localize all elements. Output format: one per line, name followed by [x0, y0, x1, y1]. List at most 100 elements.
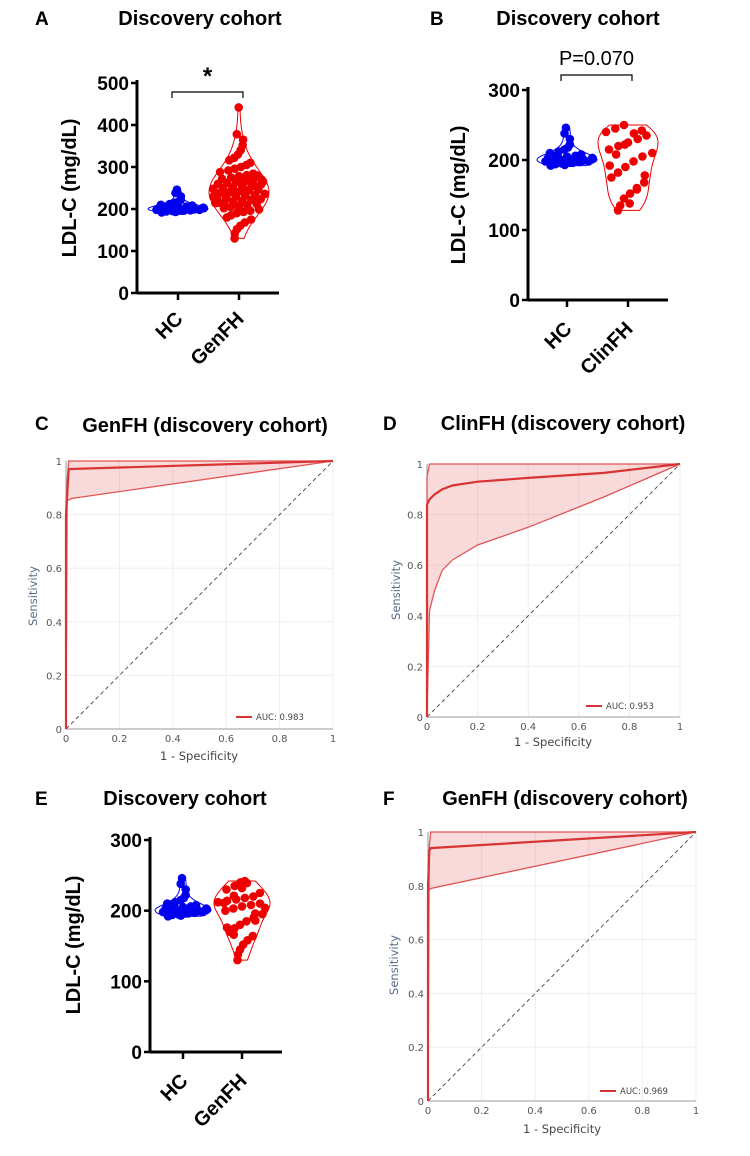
data-point — [229, 930, 239, 939]
panel-d: D ClinFH (discovery cohort) Sensitivity … — [383, 413, 685, 749]
data-point — [228, 183, 237, 193]
data-point — [621, 162, 630, 172]
lower-bound-line — [426, 463, 681, 718]
roc-curve — [426, 830, 697, 1101]
data-point — [255, 888, 265, 898]
data-point — [620, 140, 630, 149]
data-point — [640, 171, 650, 180]
x-tick-label: 0 — [63, 734, 69, 745]
reference-diagonal — [426, 463, 681, 718]
data-point — [613, 168, 623, 177]
data-point — [221, 906, 230, 915]
data-point — [250, 181, 259, 191]
data-point — [219, 898, 229, 908]
x-tick-label: 0.8 — [272, 734, 288, 745]
x-tick-label: 0.4 — [527, 1106, 543, 1117]
y-tick-label: 0 — [417, 713, 423, 724]
x-tick-label: GenFH — [187, 308, 249, 370]
data-point — [209, 192, 218, 201]
data-point — [587, 153, 597, 163]
data-point — [171, 207, 180, 217]
y-tick-label: 100 — [110, 972, 142, 993]
data-point — [246, 215, 256, 224]
data-point — [619, 194, 629, 203]
data-point — [241, 185, 250, 195]
data-point — [547, 150, 556, 160]
data-point — [234, 171, 244, 181]
confidence-band — [427, 464, 680, 717]
data-point — [253, 196, 262, 205]
y-tick-label: 200 — [488, 151, 520, 172]
legend-label: AUC: 0.983 — [256, 713, 304, 723]
data-point — [561, 123, 571, 133]
data-point — [258, 177, 268, 186]
y-tick-label: 0 — [118, 284, 129, 305]
x-tick-label: HC — [152, 308, 188, 344]
data-point — [232, 129, 242, 139]
violin-outline — [213, 880, 271, 961]
confidence-band — [428, 832, 696, 1101]
x-tick-label: 0.6 — [581, 1106, 597, 1117]
data-point — [648, 148, 657, 158]
x-tick-label: 1 — [693, 1106, 699, 1117]
panel-a: A Discovery cohort LDL-C (mg/dL) 0 100 200… — [35, 8, 282, 370]
data-point — [217, 174, 227, 184]
data-point — [158, 201, 167, 211]
y-axis-label: LDL-C (mg/dL) — [448, 126, 470, 265]
data-point — [637, 126, 647, 135]
y-tick-label: 1 — [56, 457, 62, 468]
data-point — [218, 187, 228, 197]
x-tick-label: 0.2 — [470, 722, 486, 733]
y-axis-label: Sensitivity — [387, 935, 401, 995]
data-point — [601, 127, 611, 137]
y-tick-label: 200 — [97, 200, 129, 221]
data-point — [242, 200, 252, 210]
reference-diagonal — [427, 831, 697, 1102]
data-point — [201, 904, 211, 913]
data-point — [215, 167, 225, 177]
data-point — [568, 158, 578, 168]
y-tick-label: 0.2 — [46, 671, 62, 682]
y-tick-label: 400 — [97, 116, 129, 137]
data-point — [246, 158, 255, 168]
significance-label: * — [203, 63, 213, 90]
data-point — [625, 189, 635, 198]
x-tick-label: 0.8 — [634, 1106, 650, 1117]
y-tick-label: 0.8 — [407, 511, 423, 522]
data-point — [179, 206, 189, 215]
y-tick-label: 300 — [97, 158, 129, 179]
x-tick-label: 1 — [330, 734, 336, 745]
reference-diagonal — [65, 460, 334, 730]
data-point — [619, 120, 629, 130]
data-point — [226, 173, 236, 182]
x-axis-label: 1 - Specificity — [523, 1122, 601, 1136]
data-point — [249, 892, 258, 901]
data-point — [164, 901, 173, 910]
data-point — [234, 204, 244, 214]
x-tick-label: 0.6 — [571, 722, 587, 733]
data-point — [184, 909, 193, 918]
data-point — [176, 911, 186, 920]
x-tick-label: 0.2 — [111, 734, 127, 745]
y-tick-label: 0.6 — [407, 561, 423, 572]
data-point — [237, 179, 247, 189]
x-tick-label: HC — [157, 1070, 193, 1106]
data-point — [178, 902, 188, 912]
data-point — [248, 931, 258, 941]
y-tick-label: 1 — [417, 460, 423, 471]
x-tick-label: 0.6 — [218, 734, 234, 745]
y-tick-label: 0.6 — [408, 936, 424, 947]
data-point — [260, 189, 270, 199]
data-point — [604, 145, 614, 154]
x-axis-label: 1 - Specificity — [160, 749, 238, 763]
data-point — [222, 194, 231, 203]
data-point — [238, 135, 248, 144]
y-tick-label: 0.2 — [407, 662, 423, 673]
data-point — [240, 893, 250, 903]
x-tick-label: 0 — [424, 722, 430, 733]
x-tick-label: HC — [541, 318, 577, 354]
x-tick-label: 0.2 — [474, 1106, 490, 1117]
significance-label: P=0.070 — [559, 48, 634, 70]
data-point — [214, 198, 223, 207]
chart-title: GenFH (discovery cohort) — [442, 788, 688, 810]
